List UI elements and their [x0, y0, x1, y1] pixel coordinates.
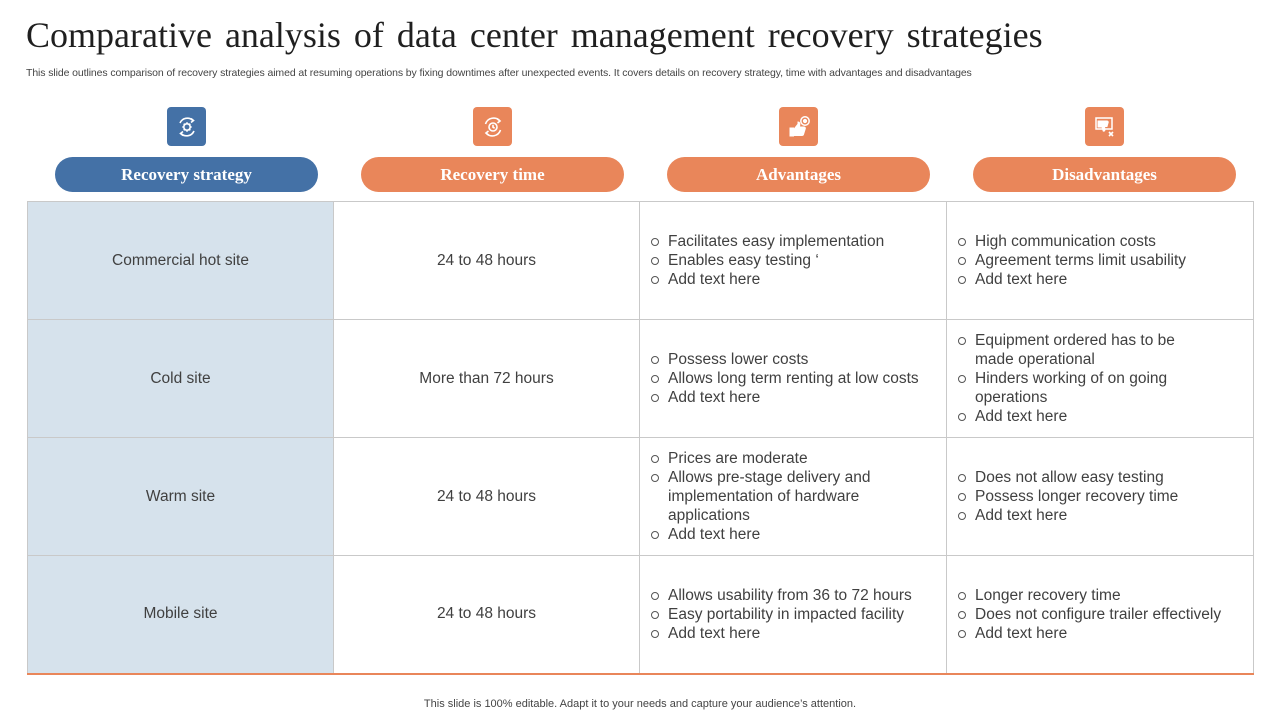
page-title: Comparative analysis of data center mana…	[26, 15, 1043, 55]
disadvantages-cell: Does not allow easy testing Possess long…	[946, 437, 1254, 556]
thumbs-down-icon	[1085, 107, 1124, 146]
header-recovery-strategy: Recovery strategy	[55, 157, 318, 192]
list-item: Equipment ordered has to be made operati…	[957, 331, 1192, 369]
thumbs-up-icon	[779, 107, 818, 146]
list-item: Add text here	[650, 525, 885, 544]
advantages-cell: Facilitates easy implementation Enables …	[639, 201, 947, 320]
list-item: Add text here	[957, 506, 1247, 525]
table-row: Commercial hot site 24 to 48 hours Facil…	[27, 201, 1254, 320]
strategy-cell: Commercial hot site	[27, 201, 334, 320]
strategy-cell: Cold site	[27, 319, 334, 438]
list-item: Easy portability in impacted facility	[650, 605, 940, 624]
strategy-cell: Mobile site	[27, 555, 334, 674]
advantages-cell: Possess lower costs Allows long term ren…	[639, 319, 947, 438]
list-item: Allows usability from 36 to 72 hours	[650, 586, 940, 605]
disadvantages-cell: High communication costs Agreement terms…	[946, 201, 1254, 320]
list-item: Add text here	[957, 407, 1192, 426]
list-item: Add text here	[650, 388, 940, 407]
disadvantages-cell: Longer recovery time Does not configure …	[946, 555, 1254, 674]
time-cell: 24 to 48 hours	[333, 437, 640, 556]
strategy-cell: Warm site	[27, 437, 334, 556]
time-cell: More than 72 hours	[333, 319, 640, 438]
disadvantages-cell: Equipment ordered has to be made operati…	[946, 319, 1254, 438]
table-row: Warm site 24 to 48 hours Prices are mode…	[27, 437, 1254, 556]
time-cell: 24 to 48 hours	[333, 201, 640, 320]
list-item: Does not allow easy testing	[957, 468, 1247, 487]
list-item: Enables easy testing ‘	[650, 251, 940, 270]
header-disadvantages: Disadvantages	[973, 157, 1236, 192]
header-advantages: Advantages	[667, 157, 930, 192]
list-item: Add text here	[957, 624, 1247, 643]
advantages-cell: Allows usability from 36 to 72 hours Eas…	[639, 555, 947, 674]
advantages-cell: Prices are moderate Allows pre-stage del…	[639, 437, 947, 556]
list-item: Longer recovery time	[957, 586, 1247, 605]
comparison-table: Commercial hot site 24 to 48 hours Facil…	[27, 201, 1254, 675]
table-row: Mobile site 24 to 48 hours Allows usabil…	[27, 555, 1254, 674]
list-item: Does not configure trailer effectively	[957, 605, 1247, 624]
gear-cycle-icon	[167, 107, 206, 146]
footer-note: This slide is 100% editable. Adapt it to…	[423, 698, 857, 710]
clock-cycle-icon	[473, 107, 512, 146]
list-item: High communication costs	[957, 232, 1247, 251]
list-item: Possess lower costs	[650, 350, 940, 369]
list-item: Add text here	[957, 270, 1247, 289]
list-item: Possess longer recovery time	[957, 487, 1247, 506]
list-item: Facilitates easy implementation	[650, 232, 940, 251]
list-item: Hinders working of on going operations	[957, 369, 1192, 407]
list-item: Add text here	[650, 624, 940, 643]
list-item: Prices are moderate	[650, 449, 885, 468]
page-subtitle: This slide outlines comparison of recove…	[26, 67, 972, 79]
list-item: Allows pre-stage delivery and implementa…	[650, 468, 885, 525]
list-item: Add text here	[650, 270, 940, 289]
header-recovery-time: Recovery time	[361, 157, 624, 192]
list-item: Allows long term renting at low costs	[650, 369, 940, 388]
time-cell: 24 to 48 hours	[333, 555, 640, 674]
list-item: Agreement terms limit usability	[957, 251, 1247, 270]
table-row: Cold site More than 72 hours Possess low…	[27, 319, 1254, 438]
